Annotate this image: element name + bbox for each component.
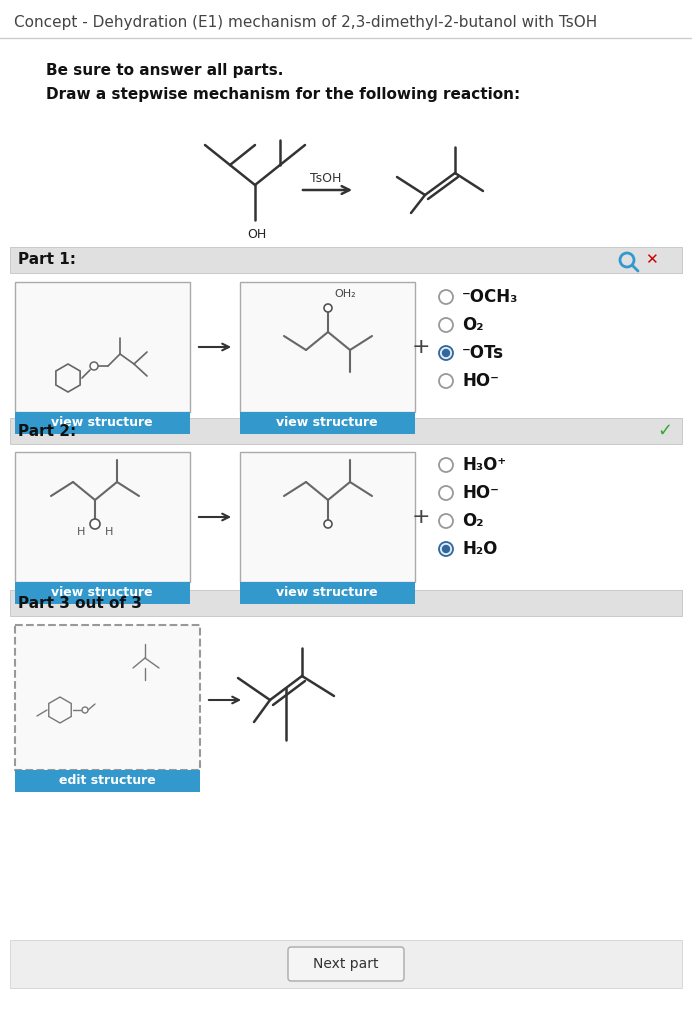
Text: ⁻OTs: ⁻OTs <box>462 344 504 362</box>
FancyBboxPatch shape <box>240 282 415 412</box>
Text: H: H <box>77 527 85 537</box>
Text: ✕: ✕ <box>645 253 657 267</box>
Text: Draw a stepwise mechanism for the following reaction:: Draw a stepwise mechanism for the follow… <box>46 87 520 102</box>
Circle shape <box>439 374 453 388</box>
Circle shape <box>324 304 332 312</box>
Text: Part 2:: Part 2: <box>18 424 76 438</box>
Text: +: + <box>412 337 430 357</box>
Text: H: H <box>104 527 113 537</box>
Text: view structure: view structure <box>276 587 378 599</box>
FancyBboxPatch shape <box>15 282 190 412</box>
Circle shape <box>439 542 453 556</box>
Text: Part 1:: Part 1: <box>18 253 76 267</box>
Circle shape <box>442 546 450 553</box>
Text: view structure: view structure <box>51 417 153 429</box>
FancyBboxPatch shape <box>288 947 404 981</box>
Text: Concept - Dehydration (E1) mechanism of 2,3-dimethyl-2-butanol with TsOH: Concept - Dehydration (E1) mechanism of … <box>14 14 597 30</box>
Text: Part 3 out of 3: Part 3 out of 3 <box>18 596 142 610</box>
FancyBboxPatch shape <box>10 590 682 616</box>
Text: TsOH: TsOH <box>310 171 341 184</box>
Text: ✓: ✓ <box>657 422 672 440</box>
Circle shape <box>90 519 100 529</box>
FancyBboxPatch shape <box>10 418 682 444</box>
Text: OH₂: OH₂ <box>334 289 356 299</box>
Text: Be sure to answer all parts.: Be sure to answer all parts. <box>46 62 284 78</box>
Circle shape <box>439 514 453 528</box>
Text: H₃O⁺: H₃O⁺ <box>462 456 506 474</box>
Circle shape <box>439 486 453 500</box>
FancyBboxPatch shape <box>240 412 415 434</box>
FancyBboxPatch shape <box>240 452 415 582</box>
FancyBboxPatch shape <box>10 247 682 273</box>
Circle shape <box>439 318 453 332</box>
FancyBboxPatch shape <box>10 940 682 988</box>
FancyBboxPatch shape <box>15 582 190 604</box>
Text: +: + <box>412 507 430 527</box>
Circle shape <box>90 362 98 370</box>
Text: O₂: O₂ <box>462 512 484 530</box>
Text: ⁻OCH₃: ⁻OCH₃ <box>462 288 518 306</box>
FancyBboxPatch shape <box>15 770 200 792</box>
FancyBboxPatch shape <box>15 452 190 582</box>
FancyBboxPatch shape <box>15 625 200 770</box>
Circle shape <box>442 349 450 356</box>
Text: O₂: O₂ <box>462 316 484 334</box>
Text: view structure: view structure <box>51 587 153 599</box>
Circle shape <box>439 346 453 360</box>
Circle shape <box>439 290 453 304</box>
Circle shape <box>439 458 453 472</box>
Circle shape <box>324 520 332 528</box>
Text: HO⁻: HO⁻ <box>462 484 499 502</box>
Text: HO⁻: HO⁻ <box>462 372 499 390</box>
Text: Next part: Next part <box>313 957 379 971</box>
Circle shape <box>82 707 88 713</box>
Text: OH: OH <box>247 228 266 242</box>
FancyBboxPatch shape <box>15 412 190 434</box>
Text: edit structure: edit structure <box>59 774 156 787</box>
FancyBboxPatch shape <box>240 582 415 604</box>
Text: view structure: view structure <box>276 417 378 429</box>
Text: H₂O: H₂O <box>462 540 498 558</box>
